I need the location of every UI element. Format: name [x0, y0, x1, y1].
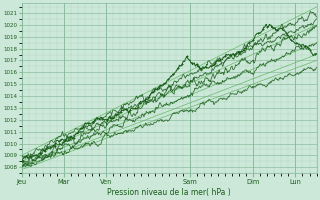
X-axis label: Pression niveau de la mer( hPa ): Pression niveau de la mer( hPa ) [107, 188, 231, 197]
